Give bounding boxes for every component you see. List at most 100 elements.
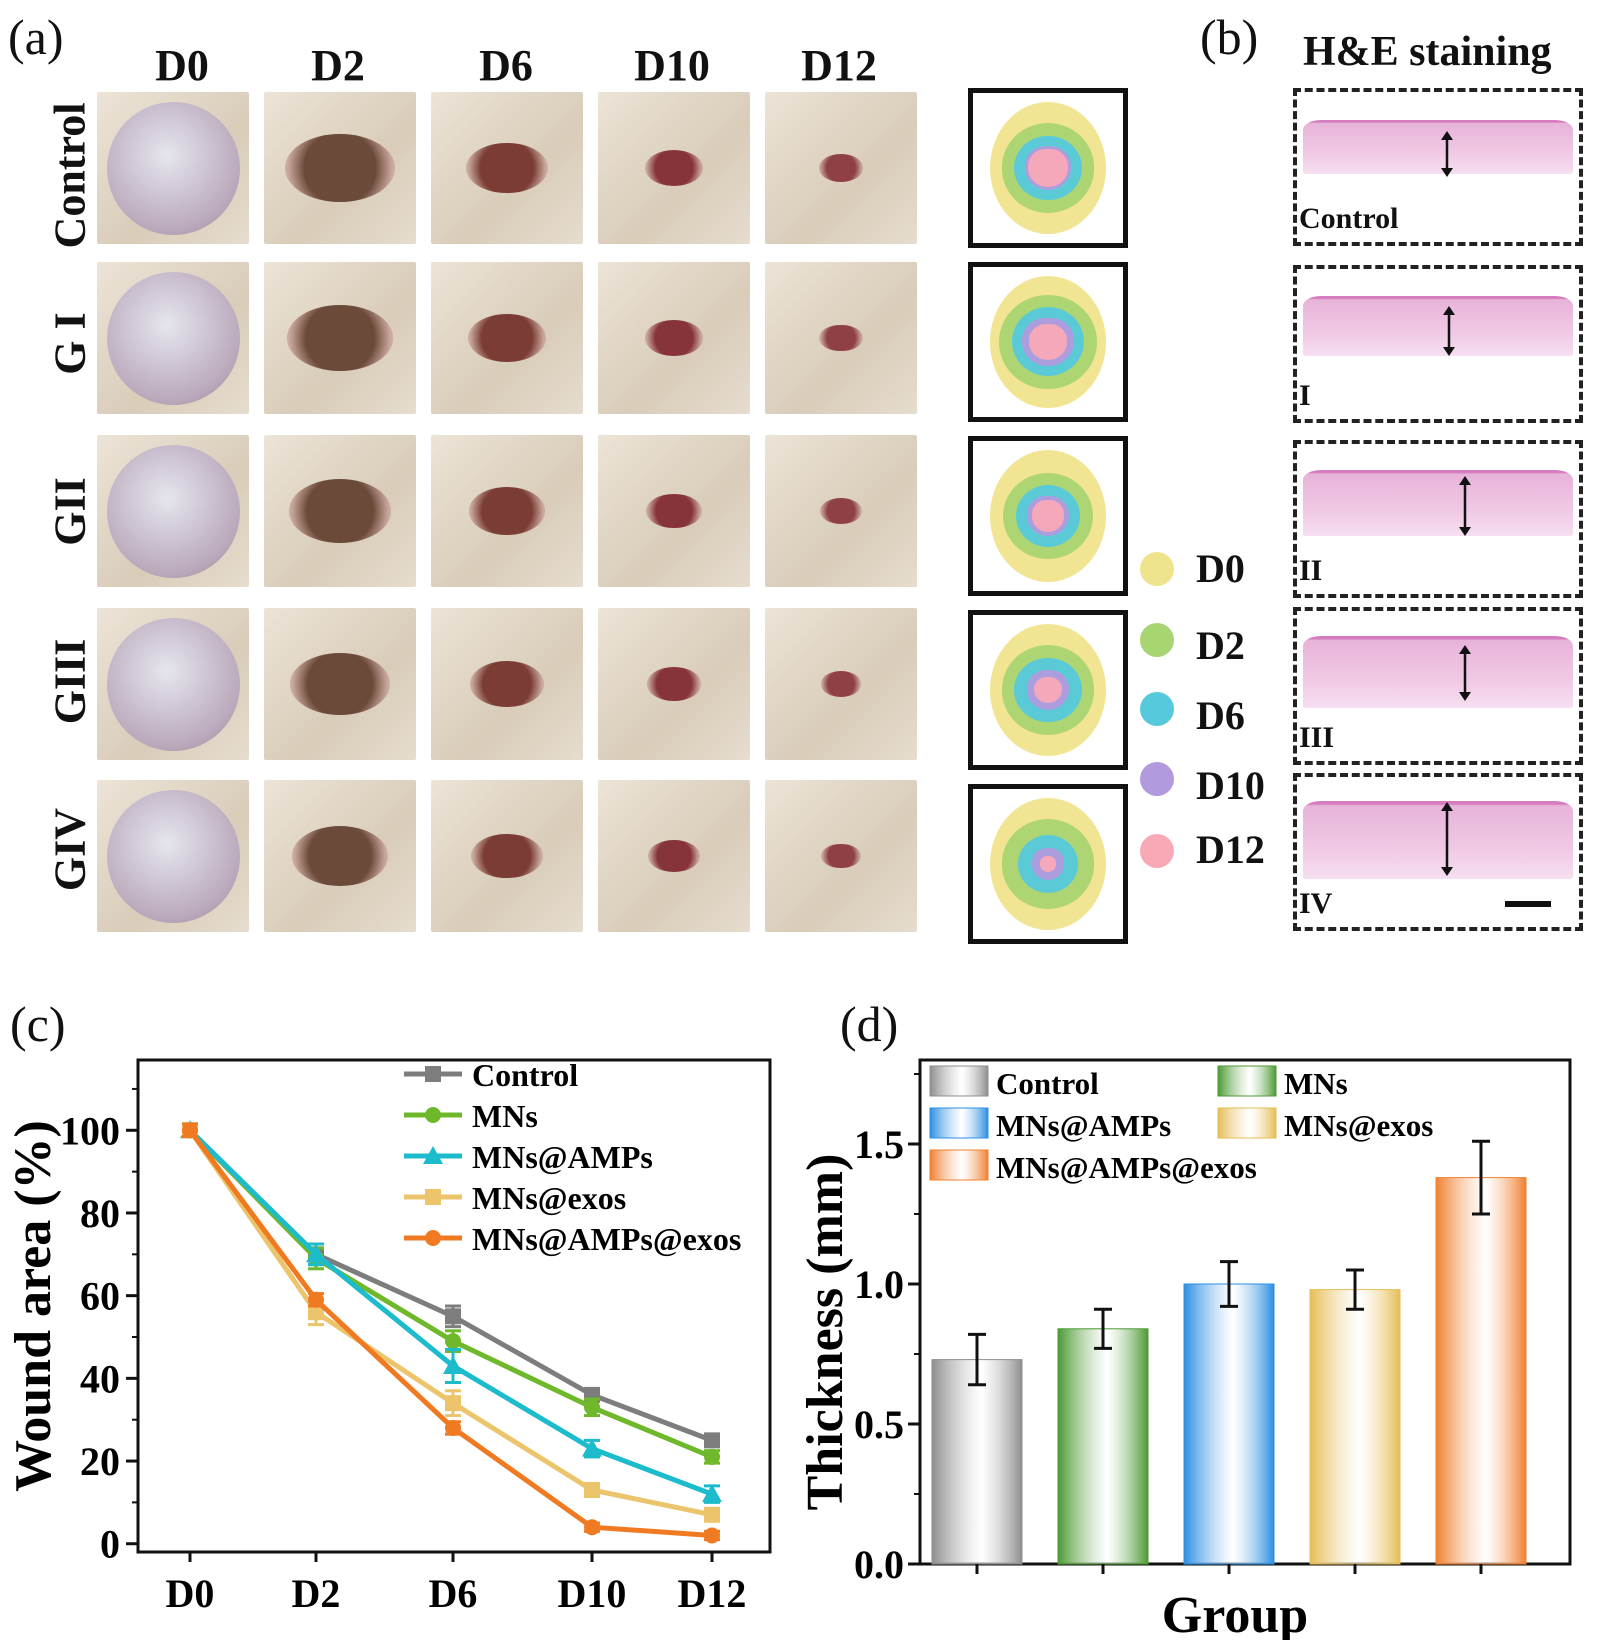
y-tick-label: 0	[100, 1522, 120, 1567]
wound-region	[470, 661, 544, 707]
tissue-band	[1303, 120, 1573, 174]
wound-photo	[598, 435, 750, 587]
y-axis-title: Wound area (%)	[5, 1120, 62, 1492]
wound-region	[471, 833, 543, 879]
double-arrow-icon	[1441, 802, 1453, 876]
legend-label: MNs	[1284, 1066, 1348, 1101]
y-tick-label: 1.0	[854, 1262, 904, 1307]
wound-photo	[431, 780, 583, 932]
day-header-d12: D12	[801, 41, 877, 90]
wound-trace-diagram	[968, 610, 1128, 770]
wound-photo	[765, 435, 917, 587]
legend-swatch	[929, 1107, 989, 1139]
tissue-band	[1303, 801, 1573, 879]
wound-region	[818, 154, 864, 182]
legend-label: MNs	[472, 1098, 538, 1134]
wound-trace-d12	[1029, 324, 1067, 360]
x-tick-label: D6	[429, 1571, 478, 1616]
wound-photo	[264, 780, 416, 932]
he-section: II	[1293, 440, 1583, 598]
data-point	[443, 1355, 463, 1374]
row-header-g3: GIII	[45, 638, 95, 725]
data-point	[308, 1304, 324, 1321]
double-arrow-icon	[1443, 306, 1455, 356]
wound-photo	[765, 92, 917, 244]
data-point	[704, 1432, 720, 1449]
y-tick-label: 20	[80, 1439, 120, 1484]
row-header-g2: GII	[45, 477, 95, 546]
panel-c-label: (c)	[10, 996, 66, 1052]
legend-swatch-marker	[425, 1107, 441, 1123]
wound-photo	[97, 608, 249, 760]
legend-swatch	[929, 1065, 989, 1097]
wound-trace-diagram	[968, 262, 1128, 422]
y-tick-label: 100	[60, 1108, 120, 1153]
legend-label-d10: D10	[1196, 763, 1265, 808]
data-point	[584, 1519, 600, 1536]
data-point	[445, 1419, 461, 1436]
wound-photo	[97, 262, 249, 414]
wound-region	[106, 271, 240, 405]
he-section-label: III	[1299, 721, 1335, 754]
wound-region	[291, 826, 389, 886]
y-tick-label: 0.0	[854, 1542, 904, 1587]
wound-photo	[431, 608, 583, 760]
legend-swatch	[929, 1149, 989, 1181]
he-section-label: Control	[1299, 202, 1399, 235]
he-section: IV	[1293, 773, 1583, 931]
legend-label: MNs@AMPs@exos	[472, 1221, 741, 1257]
data-point	[445, 1333, 461, 1350]
wound-photo	[264, 435, 416, 587]
legend-dot-d6	[1140, 692, 1174, 726]
wound-trace-diagram	[968, 784, 1128, 944]
wound-trace-d12	[1034, 676, 1062, 704]
legend-swatch-marker	[425, 1230, 441, 1246]
wound-photo	[431, 92, 583, 244]
he-section: I	[1293, 265, 1583, 423]
wound-trace-d12	[1031, 500, 1065, 532]
wound-region	[467, 313, 547, 363]
x-tick-label: D10	[558, 1571, 627, 1616]
day-header-d0: D0	[155, 41, 209, 90]
he-section-label: IV	[1299, 887, 1333, 920]
legend-swatch	[1217, 1065, 1277, 1097]
wound-trace-diagram	[968, 436, 1128, 596]
wound-region	[468, 487, 546, 535]
wound-photo	[598, 608, 750, 760]
bar-MNs@AMPs	[1183, 1283, 1275, 1565]
series-line-MNs@AMPs@exos	[187, 1128, 713, 1538]
y-axis-title: Thickness (mm)	[800, 1154, 854, 1511]
wound-region	[644, 149, 704, 187]
wound-region	[106, 617, 240, 751]
wound-region	[819, 324, 863, 352]
data-point	[306, 1244, 326, 1263]
legend-label: MNs@AMPs@exos	[996, 1150, 1257, 1185]
double-arrow-icon	[1441, 131, 1453, 177]
y-tick-label: 60	[80, 1274, 120, 1319]
wound-trace-d12	[1039, 856, 1057, 872]
data-point	[584, 1399, 600, 1416]
legend-label: MNs@exos	[472, 1180, 626, 1216]
wound-photo	[765, 608, 917, 760]
day-header-d10: D10	[634, 41, 710, 90]
series-line-Control	[188, 1128, 713, 1443]
wound-region	[821, 843, 861, 869]
data-point	[182, 1122, 198, 1139]
data-point	[702, 1484, 722, 1503]
x-axis-title: Group	[1162, 1587, 1308, 1640]
x-tick-label: D12	[678, 1571, 747, 1616]
wound-area-line-chart: 0 20 40 60 80 100 D0 D2 D6 D10 D12 Wound area (%) Co…	[5, 1057, 772, 1616]
legend-label-d12: D12	[1196, 827, 1265, 872]
wound-region	[466, 142, 548, 194]
wound-trace-diagram	[968, 88, 1128, 248]
wound-photo	[264, 92, 416, 244]
tissue-band	[1303, 470, 1573, 536]
legend-label: Control	[996, 1066, 1099, 1101]
legend-dot-d2	[1140, 623, 1174, 657]
wound-region	[648, 839, 700, 873]
legend-label-d0: D0	[1196, 546, 1245, 591]
data-point	[584, 1481, 600, 1498]
he-section-label: I	[1299, 379, 1311, 412]
y-tick-label: 0.5	[854, 1402, 904, 1447]
